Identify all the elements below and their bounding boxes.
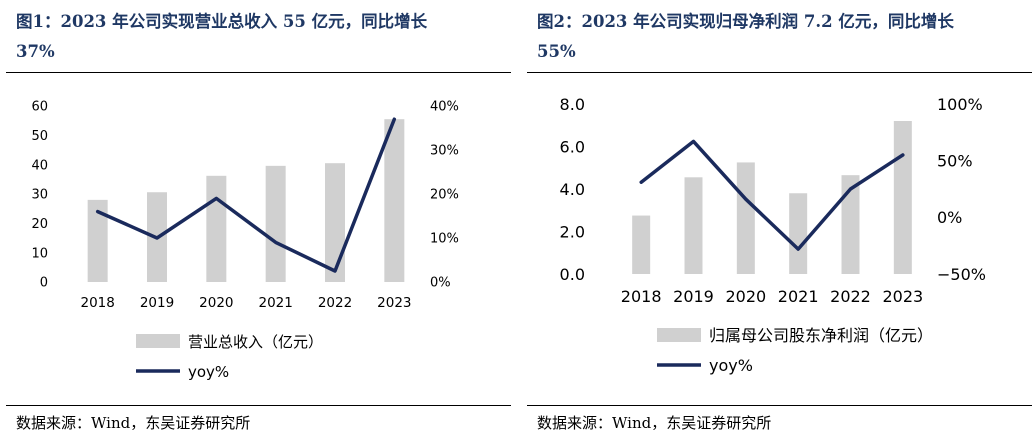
fig1-yoy-line bbox=[95, 117, 397, 273]
fig2-yoy-line bbox=[639, 139, 905, 251]
fig2-bar-2021 bbox=[789, 193, 808, 274]
fig2-left-tick-label: 6.0 bbox=[560, 137, 585, 156]
fig1-left-tick-label: 50 bbox=[31, 129, 48, 144]
fig2-bar-2018 bbox=[632, 215, 651, 274]
fig1-left-tick-label: 0 bbox=[40, 276, 48, 291]
figure-1-title-line2: 37% bbox=[16, 42, 55, 61]
fig2-legend-line-label: yoy% bbox=[709, 356, 753, 375]
figure-1-title: 图1：2023 年公司实现营业总收入 55 亿元，同比增长 37% bbox=[16, 7, 506, 67]
fig2-left-tick-label: 2.0 bbox=[560, 222, 585, 241]
fig2-category-label: 2020 bbox=[725, 287, 766, 306]
fig1-category-label: 2020 bbox=[199, 295, 233, 311]
figure-1-bottom-rule bbox=[6, 405, 511, 406]
fig2-legend-bar-label: 归属母公司股东净利润（亿元） bbox=[709, 326, 933, 345]
fig1-bar-2018 bbox=[87, 199, 108, 282]
fig2-category-label: 2022 bbox=[830, 287, 871, 306]
fig1-right-tick-label: 40% bbox=[430, 100, 459, 115]
fig1-legend-bar-swatch bbox=[136, 334, 180, 348]
fig1-right-tick-label: 20% bbox=[430, 188, 459, 203]
figure-2-title: 图2：2023 年公司实现归母净利润 7.2 亿元，同比增长 55% bbox=[537, 7, 1027, 67]
fig2-right-tick-label: 100% bbox=[937, 95, 983, 114]
fig1-left-tick-label: 30 bbox=[31, 188, 48, 203]
fig1-bar-2023 bbox=[384, 119, 405, 282]
fig2-left-tick-label: 8.0 bbox=[560, 95, 585, 114]
fig1-legend-bar-label: 营业总收入（亿元） bbox=[188, 333, 323, 351]
fig2-right-tick-label: 0% bbox=[937, 208, 962, 227]
fig2-category-label: 2019 bbox=[673, 287, 714, 306]
fig1-right-tick-label: 10% bbox=[430, 232, 459, 247]
fig2-category-label: 2021 bbox=[778, 287, 819, 306]
fig2-bar-2019 bbox=[684, 177, 703, 274]
fig1-bar-2022 bbox=[325, 163, 345, 282]
fig2-category-label: 2023 bbox=[882, 287, 923, 306]
figure-2-chart: 0.0 2.0 4.0 6.0 8.0 −50% 0% 50% 100% 2018 2019 2020… bbox=[560, 95, 986, 375]
figure-2-title-line1: 图2：2023 年公司实现归母净利润 7.2 亿元，同比增长 bbox=[537, 12, 954, 31]
fig1-category-label: 2021 bbox=[258, 295, 292, 311]
fig1-right-tick-label: 30% bbox=[430, 144, 459, 159]
fig2-right-tick-label: 50% bbox=[937, 151, 973, 170]
figure-2-bottom-rule bbox=[527, 405, 1032, 406]
fig1-legend-line-label: yoy% bbox=[188, 363, 229, 381]
fig1-category-label: 2019 bbox=[140, 295, 174, 311]
fig1-right-tick-label: 0% bbox=[430, 276, 451, 291]
fig1-left-tick-label: 10 bbox=[31, 246, 48, 261]
fig1-bar-2020 bbox=[206, 175, 227, 282]
fig1-left-tick-label: 60 bbox=[31, 100, 48, 115]
figure-2-top-rule bbox=[527, 72, 1032, 73]
figure-1-chart: 0 10 20 30 40 50 60 0% 10% 20% 30% 40% 2018 2019 2020 2… bbox=[31, 100, 459, 381]
figure-2-title-line2: 55% bbox=[537, 42, 576, 61]
figure-2-source: 数据来源：Wind，东吴证券研究所 bbox=[537, 414, 772, 432]
fig1-category-label: 2018 bbox=[80, 295, 114, 311]
fig2-category-label: 2018 bbox=[621, 287, 662, 306]
fig1-category-label: 2022 bbox=[318, 295, 352, 311]
fig2-left-tick-label: 0.0 bbox=[560, 265, 585, 284]
figure-1-source: 数据来源：Wind，东吴证券研究所 bbox=[16, 414, 251, 432]
fig1-left-tick-label: 40 bbox=[31, 158, 48, 173]
fig1-bar-2021 bbox=[265, 165, 286, 282]
fig1-category-label: 2023 bbox=[377, 295, 411, 311]
fig2-bar-2022 bbox=[841, 175, 860, 274]
fig2-right-tick-label: −50% bbox=[937, 265, 986, 284]
figure-2-panel: 图2：2023 年公司实现归母净利润 7.2 亿元，同比增长 55% 0.0 2.… bbox=[527, 0, 1032, 440]
figure-1-top-rule bbox=[6, 72, 511, 73]
fig2-bar-2023 bbox=[893, 121, 912, 274]
fig2-left-tick-label: 4.0 bbox=[560, 180, 585, 199]
fig2-bar-2020 bbox=[736, 162, 755, 274]
figure-1-title-line1: 图1：2023 年公司实现营业总收入 55 亿元，同比增长 bbox=[16, 12, 428, 31]
fig1-left-tick-label: 20 bbox=[31, 217, 48, 232]
figure-1-panel: 图1：2023 年公司实现营业总收入 55 亿元，同比增长 37% 0 10 20 3… bbox=[6, 0, 511, 440]
fig2-legend-bar-swatch bbox=[657, 328, 701, 342]
